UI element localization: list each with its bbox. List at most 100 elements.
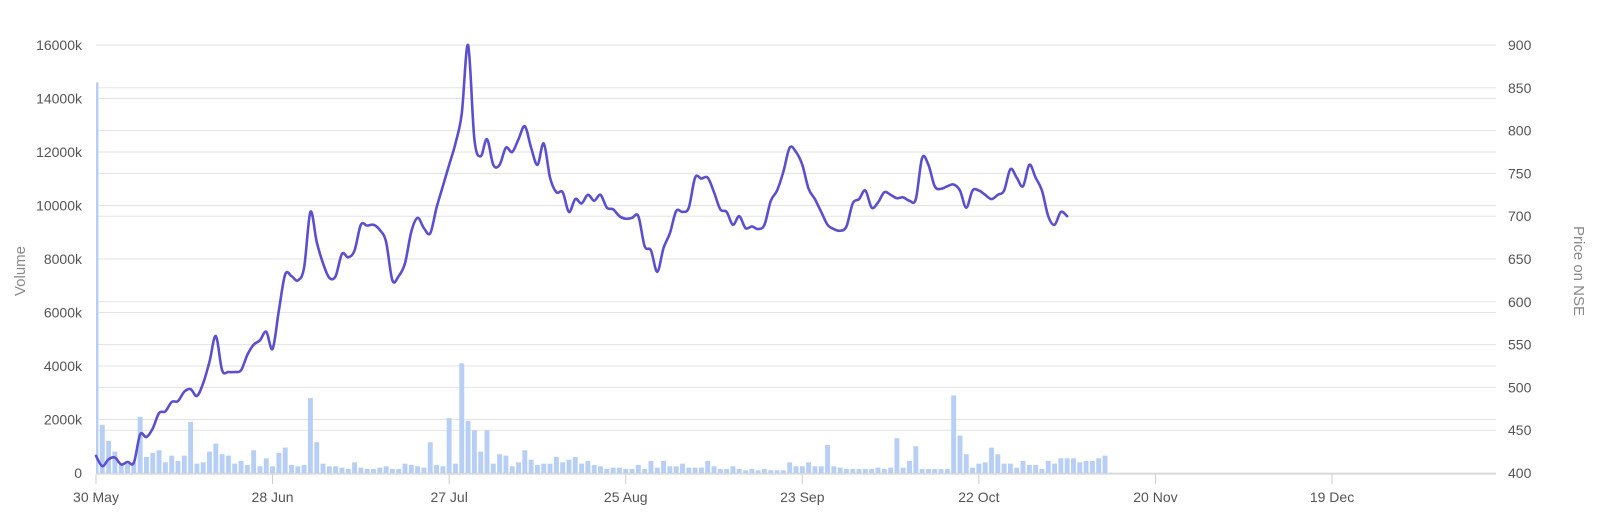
volume-bar — [768, 470, 774, 473]
volume-bar — [307, 398, 313, 473]
volume-bar — [162, 462, 168, 473]
volume-bar — [642, 468, 648, 473]
volume-bars — [96, 82, 1108, 474]
volume-bar — [276, 452, 282, 473]
volume-bar — [1071, 458, 1076, 473]
volume-bar — [604, 468, 610, 473]
volume-bar — [705, 460, 711, 473]
volume-bar — [446, 418, 452, 473]
volume-bar — [1052, 463, 1058, 473]
volume-bar — [553, 456, 559, 473]
x-tick-label: 23 Sep — [780, 489, 825, 505]
y-right-tick-label: 550 — [1508, 337, 1532, 353]
volume-bar — [326, 466, 332, 473]
volume-bar — [99, 424, 105, 473]
volume-bar — [774, 470, 780, 473]
axes: 0 2000k 4000k 6000k 8000k 10000k 12000k 14000k 1… — [36, 37, 1532, 505]
y-left-tick-label: 10000k — [36, 198, 83, 214]
volume-bar — [516, 462, 521, 473]
volume-bar — [1001, 463, 1007, 473]
volume-bar — [762, 468, 767, 473]
volume-bar — [541, 463, 547, 473]
volume-bar — [938, 468, 944, 473]
volume-bar — [175, 460, 181, 473]
volume-bar — [257, 466, 263, 473]
volume-bar — [825, 444, 830, 473]
volume-bar — [572, 456, 578, 473]
volume-bar — [282, 447, 288, 473]
volume-bar — [654, 467, 660, 473]
volume-bar — [402, 463, 408, 473]
volume-bar — [371, 468, 376, 473]
y-left-axis-title: Volume — [12, 246, 29, 296]
volume-bar — [364, 468, 370, 473]
volume-bar — [1089, 460, 1095, 473]
volume-bar — [881, 468, 887, 473]
volume-bar — [320, 463, 326, 473]
volume-bar — [263, 458, 269, 473]
volume-bar — [989, 447, 994, 473]
volume-bar — [661, 460, 667, 473]
volume-bar — [396, 468, 402, 473]
volume-bar — [188, 422, 194, 473]
volume-bar — [1083, 460, 1089, 473]
volume-bar — [1026, 464, 1032, 473]
y-right-axis-title: Price on NSE — [1570, 226, 1587, 316]
volume-bar — [112, 451, 118, 473]
volume-bar — [995, 454, 1001, 473]
volume-bar — [862, 468, 868, 473]
volume-bar — [743, 470, 749, 473]
volume-bar — [1077, 462, 1083, 473]
volume-bar — [150, 452, 156, 473]
volume-bar — [471, 430, 477, 473]
volume-bar — [352, 462, 358, 473]
x-tick-label: 28 Jun — [252, 489, 294, 505]
volume-bar — [907, 460, 912, 473]
y-right-tick-label: 800 — [1508, 123, 1532, 139]
volume-bar — [225, 455, 231, 473]
volume-bar — [440, 466, 446, 473]
volume-bar — [503, 455, 509, 473]
volume-bar — [673, 466, 679, 473]
volume-bar — [806, 462, 812, 473]
volume-bar — [169, 455, 175, 473]
volume-bar — [598, 466, 603, 473]
volume-bar — [421, 467, 427, 473]
volume-bar — [534, 464, 540, 473]
volume-bar — [125, 463, 130, 473]
volume-bar — [408, 464, 414, 473]
volume-bar — [755, 470, 761, 473]
volume-bar — [1033, 464, 1039, 473]
y-left-tick-label: 4000k — [44, 358, 83, 374]
volume-bar — [856, 468, 862, 473]
volume-bar — [143, 456, 149, 473]
volume-bar — [181, 455, 187, 473]
volume-bar — [1014, 467, 1020, 473]
volume-bar — [610, 467, 616, 473]
volume-bar — [238, 460, 244, 473]
volume-bar — [478, 451, 484, 473]
volume-bar — [434, 464, 439, 473]
volume-bar — [106, 440, 112, 473]
volume-bar — [415, 466, 421, 473]
y-left-tick-label: 0 — [74, 465, 82, 481]
y-right-tick-label: 850 — [1508, 80, 1532, 96]
volume-bar — [976, 463, 982, 473]
volume-bar — [560, 462, 566, 473]
volume-bar — [289, 464, 294, 473]
volume-bar — [591, 464, 597, 473]
volume-bar — [497, 454, 503, 473]
volume-bar — [459, 363, 465, 473]
volume-bar — [547, 463, 553, 473]
volume-bar — [850, 468, 856, 473]
volume-bar — [812, 466, 818, 473]
volume-bar — [131, 462, 137, 473]
volume-bar — [295, 466, 301, 473]
volume-bar — [383, 466, 389, 473]
volume-bar — [623, 468, 629, 473]
y-right-tick-label: 500 — [1508, 379, 1532, 395]
volume-bar — [818, 466, 824, 473]
volume-bar — [888, 467, 894, 473]
volume-bar — [156, 450, 162, 473]
volume-bar — [951, 395, 957, 473]
